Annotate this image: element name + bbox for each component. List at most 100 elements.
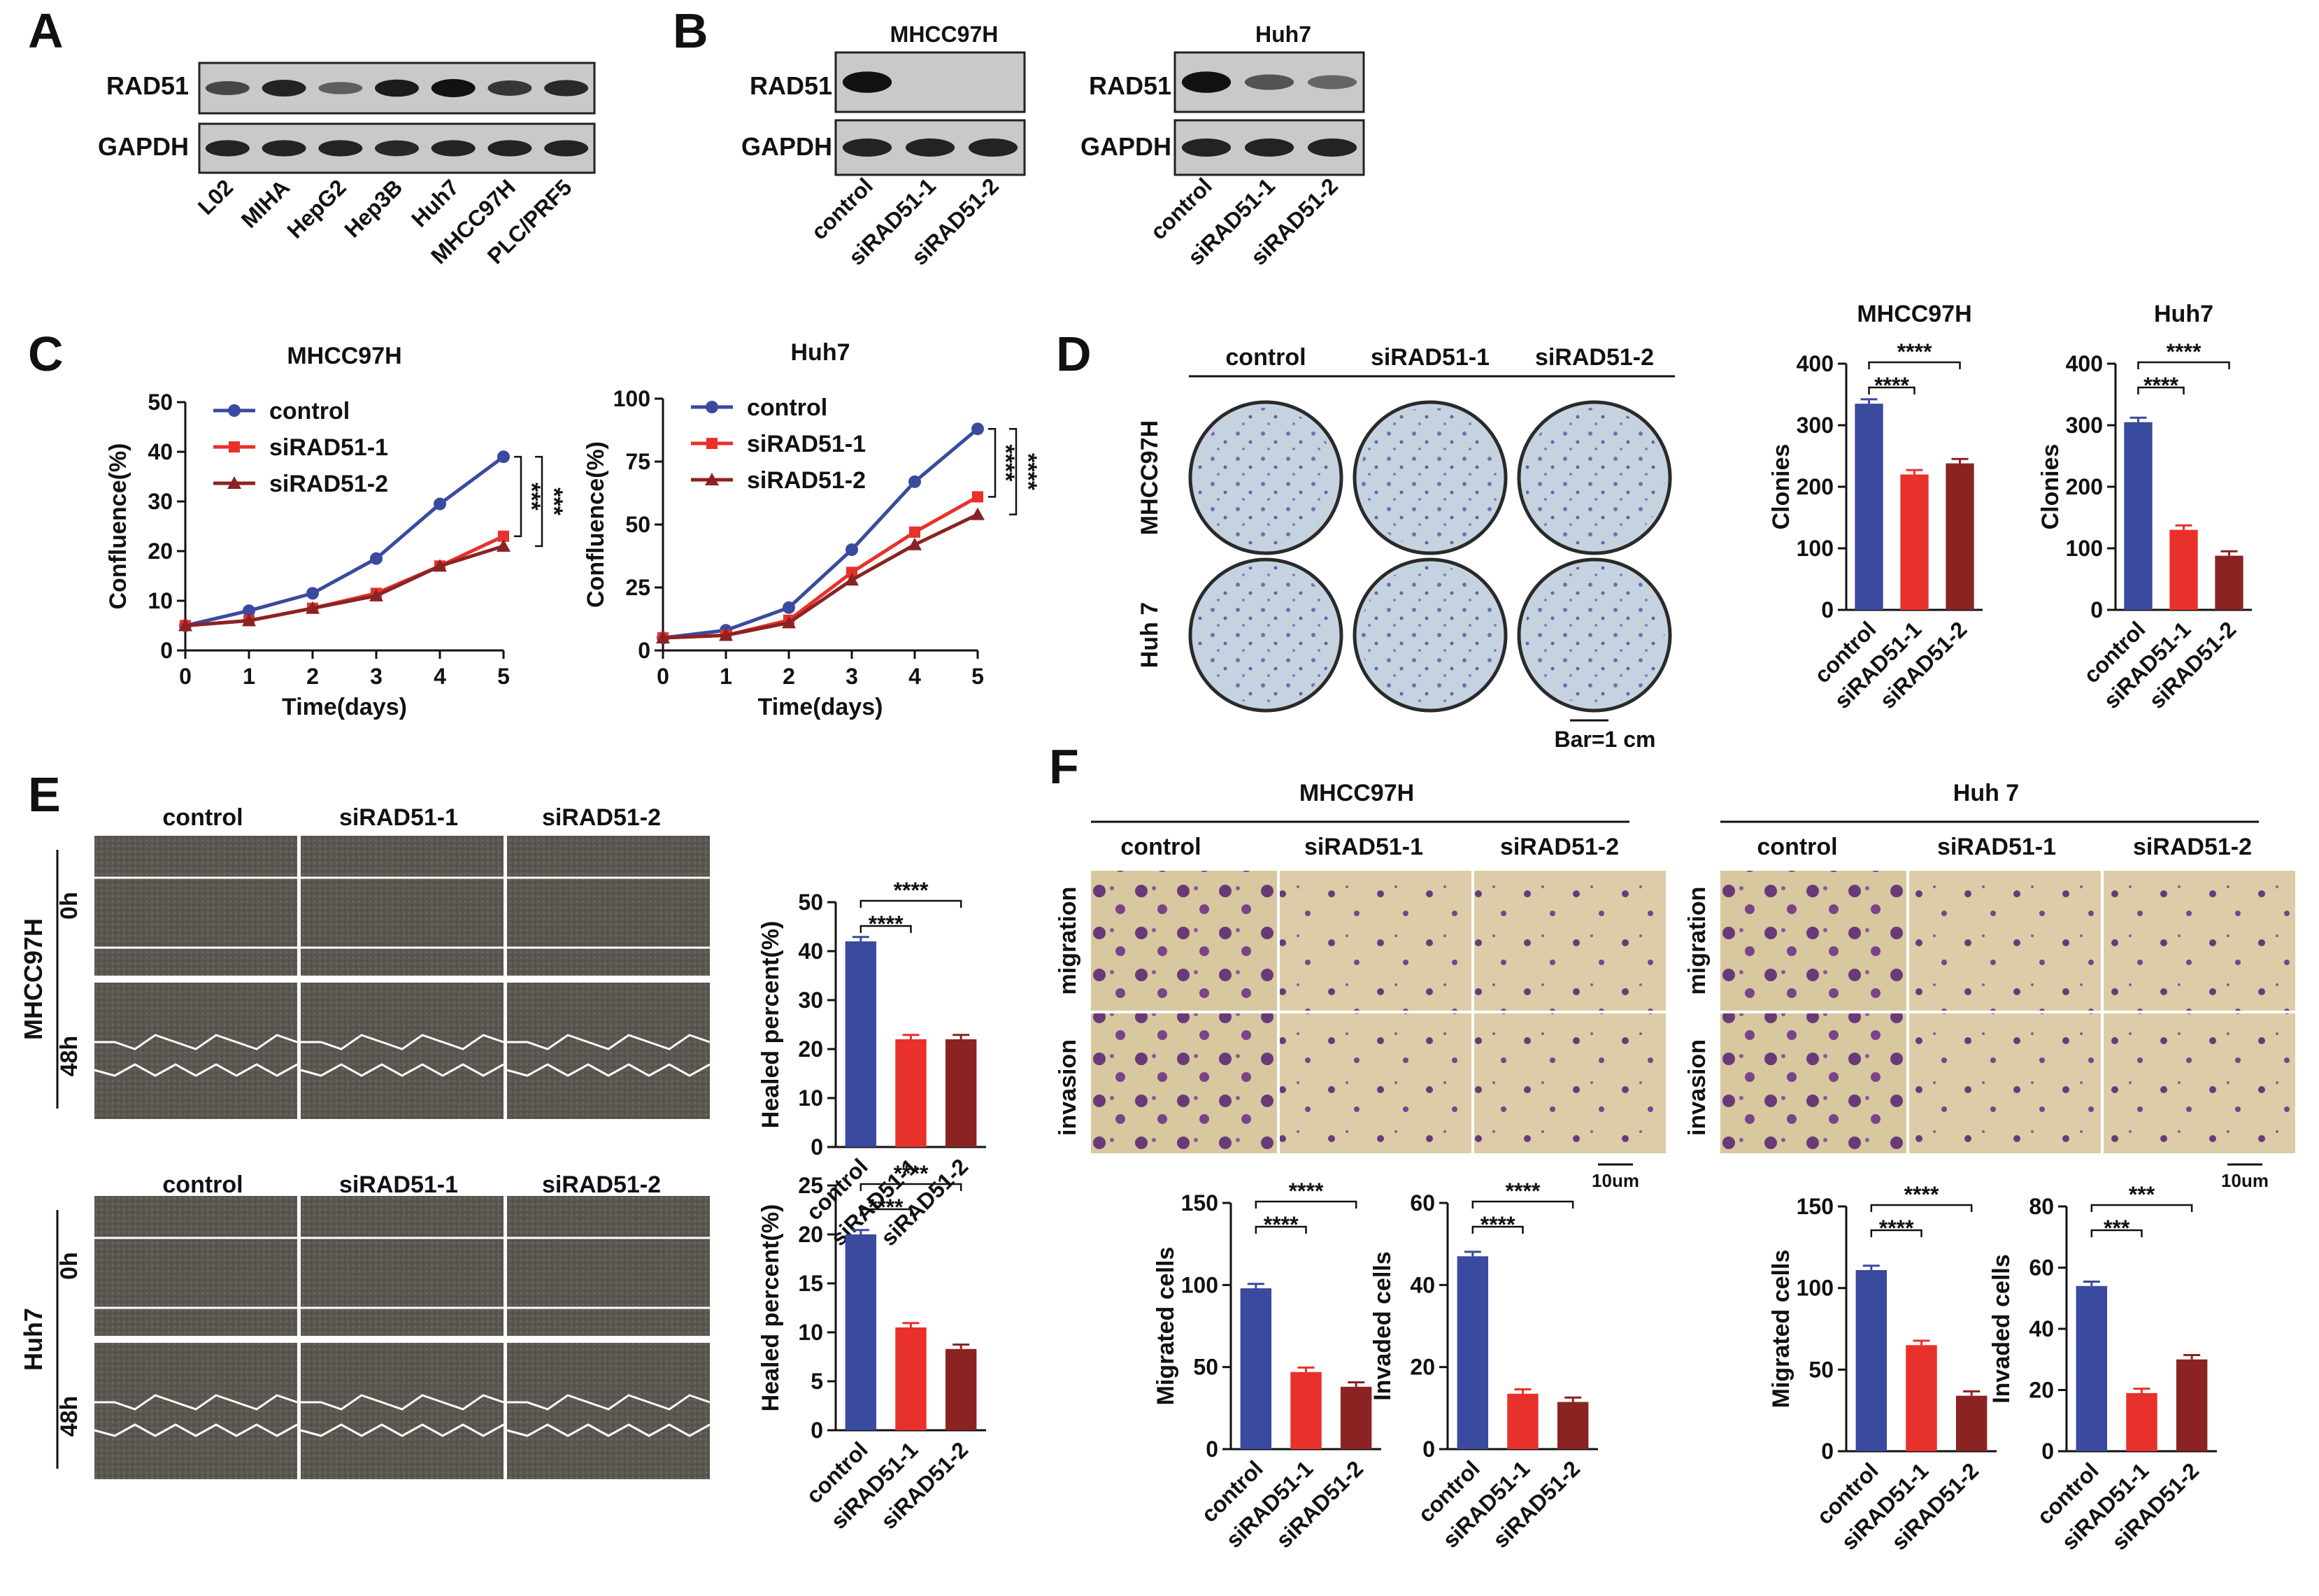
blot-a-rad51-band: [318, 82, 363, 94]
y-axis-label: Invaded cells: [1988, 1254, 2015, 1404]
blot-a-rad51-band: [205, 80, 250, 96]
y-tick-label: 0: [811, 1418, 823, 1443]
bar: [895, 1327, 927, 1430]
x-tick-label: 1: [720, 664, 732, 689]
legend-marker: [229, 441, 240, 453]
data-point: [845, 573, 859, 586]
sig-stars: ****: [894, 1161, 929, 1186]
chart-title: MHCC97H: [1857, 301, 1971, 327]
column-label: siRAD51-2: [1500, 834, 1619, 860]
blot-b-right-gapdh-band: [1181, 138, 1232, 157]
data-point: [306, 587, 319, 600]
y-tick-label: 300: [1797, 413, 1834, 438]
row-label: invasion: [1055, 1039, 1081, 1136]
panel-e-wound-healing: control siRAD51-1 siRAD51-2 0h 48h MHCC97H con…: [19, 804, 986, 1534]
bar: [2176, 1359, 2208, 1451]
series-line-2: [662, 513, 979, 640]
data-point: [370, 552, 383, 565]
row-label-rad51: RAD51: [106, 71, 189, 100]
row-label-gapdh: GAPDH: [741, 132, 832, 161]
y-axis-label: Clonies: [2037, 444, 2064, 530]
column-label: siRAD51-1: [1937, 834, 2056, 860]
wound-image-48h: [94, 1343, 297, 1479]
y-tick-label: 0: [638, 638, 650, 663]
transwell-image-invasion: [1280, 1013, 1471, 1153]
panel-f-transwell: MHCC97H control siRAD51-1 siRAD51-2 migratio…: [1055, 780, 2295, 1555]
row-label-rad51: RAD51: [1089, 71, 1171, 100]
wound-image-0h: [301, 1196, 504, 1336]
x-tick-label: 5: [971, 664, 984, 689]
data-point: [306, 601, 320, 614]
bar: [1906, 1345, 1937, 1451]
x-tick-label: 2: [306, 664, 319, 689]
column-label: siRAD51-2: [1535, 344, 1654, 371]
y-tick-label: 10: [798, 1320, 823, 1345]
y-tick-label: 50: [1808, 1357, 1834, 1382]
chart-title: MHCC97H: [287, 343, 401, 369]
sig-stars: ***: [2104, 1216, 2130, 1241]
y-tick-label: 40: [798, 939, 823, 964]
wound-image-48h: [301, 1343, 504, 1479]
sig-bracket: [988, 427, 997, 498]
wound-edge: [300, 1063, 504, 1077]
blot-a-gapdh-band: [544, 140, 589, 157]
blot-b-left-rad51-band: [842, 71, 892, 93]
wound-edge: [507, 1034, 711, 1050]
series-line-1: [185, 534, 505, 627]
column-label: siRAD51-1: [339, 1171, 458, 1198]
sig-bracket: [2090, 1204, 2193, 1212]
column-label: siRAD51-1: [1371, 344, 1490, 371]
column-label: control: [1757, 834, 1837, 860]
wound-edge: [506, 1423, 711, 1437]
sig-stars: ****: [1289, 1178, 1324, 1204]
series-line-1: [662, 495, 979, 640]
y-tick-label: 40: [148, 439, 173, 464]
sig-bracket: [859, 1183, 962, 1191]
wound-image-0h: [94, 836, 297, 976]
bar: [1955, 1395, 1988, 1451]
blot-b-left-gapdh-band: [968, 138, 1018, 157]
series-line-0: [662, 427, 979, 640]
data-point: [908, 537, 922, 550]
y-tick-label: 150: [1181, 1190, 1218, 1216]
row-label: MHCC97H: [1136, 420, 1163, 535]
blot-a-gapdh-band: [262, 140, 306, 157]
wound-image-48h: [94, 983, 297, 1119]
blot-b-right-rad51-band: [1244, 74, 1294, 90]
y-tick-label: 200: [1797, 474, 1834, 499]
sig-bracket: [2137, 361, 2230, 369]
transwell-image-invasion: [1091, 1013, 1277, 1153]
sig-stars: ****: [1506, 1178, 1541, 1204]
x-tick-label: 4: [908, 664, 921, 689]
bar: [845, 941, 877, 1147]
blot-a-gapdh-band: [375, 140, 419, 157]
panel-a-western-blot: RAD51GAPDHL02MIHAHepG2Hep3BHuh7MHCC97HPL…: [98, 62, 596, 269]
x-tick-label: 4: [434, 664, 446, 689]
blot-b-right-gapdh-band: [1244, 138, 1294, 157]
lane-label: Hep3B: [339, 174, 407, 242]
bar: [945, 1348, 977, 1430]
blot-b-left-gapdh-band: [842, 138, 892, 157]
data-point: [497, 450, 510, 464]
time-label: 48h: [56, 1036, 83, 1077]
data-point: [434, 497, 446, 511]
row-label-gapdh: GAPDH: [1080, 132, 1171, 161]
legend-label: siRAD51-1: [747, 431, 866, 457]
y-tick-label: 25: [625, 575, 650, 600]
time-label: 0h: [56, 1252, 83, 1280]
y-tick-label: 0: [160, 638, 173, 663]
legend-label: control: [269, 398, 350, 425]
y-tick-label: 60: [2029, 1255, 2054, 1281]
y-tick-label: 60: [1410, 1190, 1435, 1216]
row-label-rad51: RAD51: [750, 71, 832, 100]
panel-label-a: A: [28, 3, 64, 58]
row-label: migration: [1684, 887, 1711, 995]
bar: [1290, 1371, 1322, 1449]
sig-bracket: [2090, 1229, 2143, 1237]
sig-stars: ****: [1480, 1212, 1515, 1237]
transwell-image-migration: [1720, 871, 1906, 1011]
column-label: control: [1225, 344, 1306, 371]
colonies: [1525, 565, 1664, 705]
legend-label: control: [747, 394, 827, 421]
y-tick-label: 20: [798, 1222, 823, 1247]
